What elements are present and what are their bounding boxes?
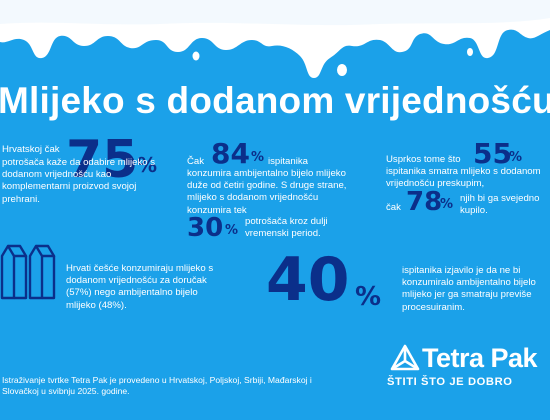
tetra-pak-logo-icon	[390, 344, 420, 371]
stat3-percent: %	[509, 150, 523, 165]
stat2-percent2: %	[225, 223, 239, 238]
brand-name: Tetra Pak	[422, 343, 538, 373]
stat5-percent: %	[355, 282, 382, 312]
stat2-number2: 30	[187, 213, 224, 243]
page-title: Mlijeko s dodanom vrijednošću	[0, 80, 550, 121]
stat2-lead: Čak	[187, 156, 205, 167]
stat1-text: potrošača kaže da odabire mlijeko s doda…	[2, 157, 156, 205]
stat5-text: ispitanika izjavilo je da ne bi konzumir…	[402, 265, 536, 313]
stat1-lead: Hrvatskoj čak	[2, 144, 60, 155]
stat3-lead2: čak	[386, 202, 401, 213]
stat3-number: 55	[473, 137, 512, 170]
stat2-number: 84	[211, 137, 250, 170]
footnote: Istraživanje tvrtke Tetra Pak je provede…	[2, 375, 312, 396]
stat2-text2: potrošača kroz dulji vremenski period.	[245, 216, 328, 240]
tetra-pak-logo: Tetra Pak	[386, 340, 550, 390]
stat3-text: ispitanika smatra mlijeko s dodanom vrij…	[386, 166, 541, 190]
stat1-percent: %	[137, 153, 158, 177]
stat4-text: Hrvati češće konzumiraju mlijeko s dodan…	[66, 263, 214, 311]
stat5-number: 40	[266, 245, 350, 315]
milk-splash-header	[0, 0, 550, 78]
stat3-lead: Usprkos tome što	[386, 154, 461, 165]
stat2-text: konzumira ambijentalno bijelo mlijeko du…	[187, 168, 347, 216]
brand-slogan: ŠTITI ŠTO JE DOBRO	[387, 376, 513, 388]
stat1-number: 75	[66, 130, 139, 190]
stat3-percent2: %	[440, 197, 454, 212]
stat3-text2: njih bi ga svejedno kupilo.	[460, 193, 540, 217]
stat2-percent: %	[251, 150, 265, 165]
stat3-number2: 78	[406, 187, 443, 217]
stat2-text-after: ispitanika	[268, 156, 308, 167]
milk-cartons-icon	[0, 244, 56, 300]
